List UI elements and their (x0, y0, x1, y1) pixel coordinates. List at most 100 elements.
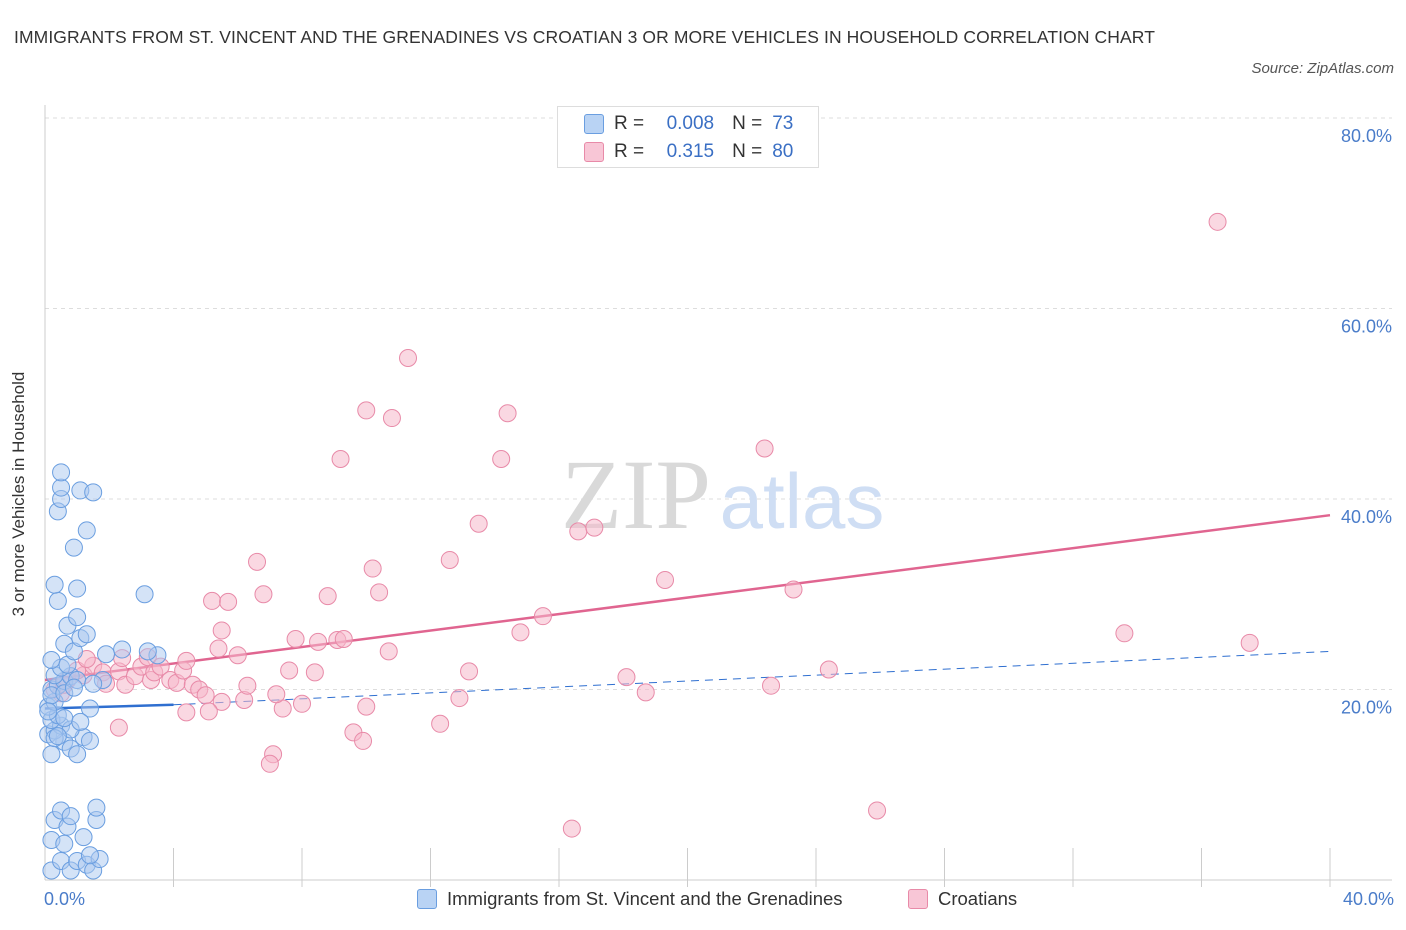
croatians-point (1115, 624, 1134, 643)
immigrants-point (55, 834, 74, 853)
immigrants-point (48, 591, 67, 610)
croatians-point (511, 623, 530, 642)
watermark-atlas: atlas (720, 457, 885, 545)
croatians-point (305, 663, 324, 682)
croatians-point (209, 639, 228, 658)
croatians-point (260, 754, 279, 773)
immigrants-point (84, 483, 103, 502)
trend-layer (44, 513, 1331, 710)
pink-swatch (584, 142, 604, 162)
immigrants-point (74, 828, 93, 847)
croatians-point (819, 660, 838, 679)
croatians-point (363, 559, 382, 578)
croatians-point (370, 583, 389, 602)
immigrants-point (97, 645, 116, 664)
immigrants-point (113, 640, 132, 659)
croatians-point (357, 401, 376, 420)
n-label: N = (732, 113, 763, 134)
croatians-point (1240, 633, 1259, 652)
croatians-point (617, 668, 636, 687)
croatians-point (267, 685, 286, 704)
y-tick-label: 60.0% (1341, 317, 1392, 337)
immigrants-point (80, 699, 99, 718)
grid-layer (45, 117, 1392, 690)
axis-layer (44, 105, 1392, 887)
legend-item-immigrants: Immigrants from St. Vincent and the Gren… (417, 888, 843, 910)
croatians-point (177, 703, 196, 722)
croatians-point (1208, 212, 1227, 231)
immigrants-point (84, 674, 103, 693)
croatians-point (109, 718, 128, 737)
source-label: Source: ZipAtlas.com (1251, 60, 1394, 77)
croatians-point (784, 580, 803, 599)
croatians-point (196, 686, 215, 705)
croatians-point (440, 550, 459, 569)
croatians-point (177, 651, 196, 670)
blue-swatch (584, 114, 604, 134)
x-tick-label-min: 0.0% (44, 889, 86, 909)
croatians-point (562, 819, 581, 838)
immigrants-point (71, 712, 90, 731)
immigrants-trendline (44, 703, 174, 710)
n-label: N = (732, 141, 763, 162)
croatians-point (238, 676, 257, 695)
legend-label-immigrants: Immigrants from St. Vincent and the Gren… (447, 888, 843, 909)
croatians-point (219, 592, 238, 611)
croatians-point (868, 801, 887, 820)
croatians-point (212, 621, 231, 640)
legend-row-immigrants: R = 0.008 N = 73 (584, 112, 793, 136)
croatians-point (379, 642, 398, 661)
croatians-point (382, 409, 401, 428)
croatians-trendline (44, 513, 1331, 682)
immigrants-point (68, 579, 87, 598)
immigrants-point (61, 807, 80, 826)
croatians-point (492, 449, 511, 468)
croatians-point (212, 692, 231, 711)
legend-row-croatians: R = 0.315 N = 80 (584, 140, 793, 164)
immigrants-point (64, 538, 83, 557)
r-value: 0.315 (666, 141, 715, 162)
croatians-point (585, 518, 604, 537)
y-tick-label: 40.0% (1341, 507, 1392, 527)
legend-label-croatians: Croatians (938, 888, 1018, 909)
croatians-point (309, 632, 328, 651)
points-layer (39, 212, 1259, 880)
immigrants-point (52, 463, 71, 482)
croatians-point (286, 630, 305, 649)
croatians-point (334, 630, 353, 649)
immigrants-point (80, 731, 99, 750)
immigrants-point (77, 625, 96, 644)
croatians-point (199, 702, 218, 721)
y-tick-label: 80.0% (1341, 126, 1392, 146)
r-label: R = (614, 141, 645, 162)
legend-item-croatians: Croatians (908, 888, 1017, 910)
n-value: 73 (772, 113, 794, 134)
croatians-point (533, 607, 552, 626)
x-tick-label-max: 40.0% (1342, 889, 1394, 909)
croatians-point (357, 697, 376, 716)
immigrants-point (135, 585, 154, 604)
immigrants-point (55, 709, 74, 728)
croatians-point (254, 585, 273, 604)
correlation-legend: R = 0.008 N = 73 R = 0.315 N = 80 (557, 106, 819, 168)
croatians-point (293, 694, 311, 713)
immigrants-point (138, 642, 157, 661)
immigrants-point (77, 521, 96, 540)
immigrants-point (68, 745, 87, 764)
pink-swatch (908, 889, 928, 909)
croatians-point (636, 683, 655, 702)
croatians-point (248, 552, 267, 571)
r-label: R = (614, 113, 645, 134)
immigrants-point (48, 727, 67, 746)
croatians-point (203, 591, 222, 610)
croatians-point (228, 646, 247, 665)
croatians-point (469, 514, 488, 533)
immigrants-point (87, 798, 106, 817)
croatians-point (354, 731, 373, 750)
croatians-point (331, 449, 350, 468)
immigrants-point (64, 678, 83, 697)
croatians-point (399, 349, 418, 368)
series-legend: Immigrants from St. Vincent and the Gren… (0, 888, 1406, 918)
immigrants-point (39, 702, 58, 721)
